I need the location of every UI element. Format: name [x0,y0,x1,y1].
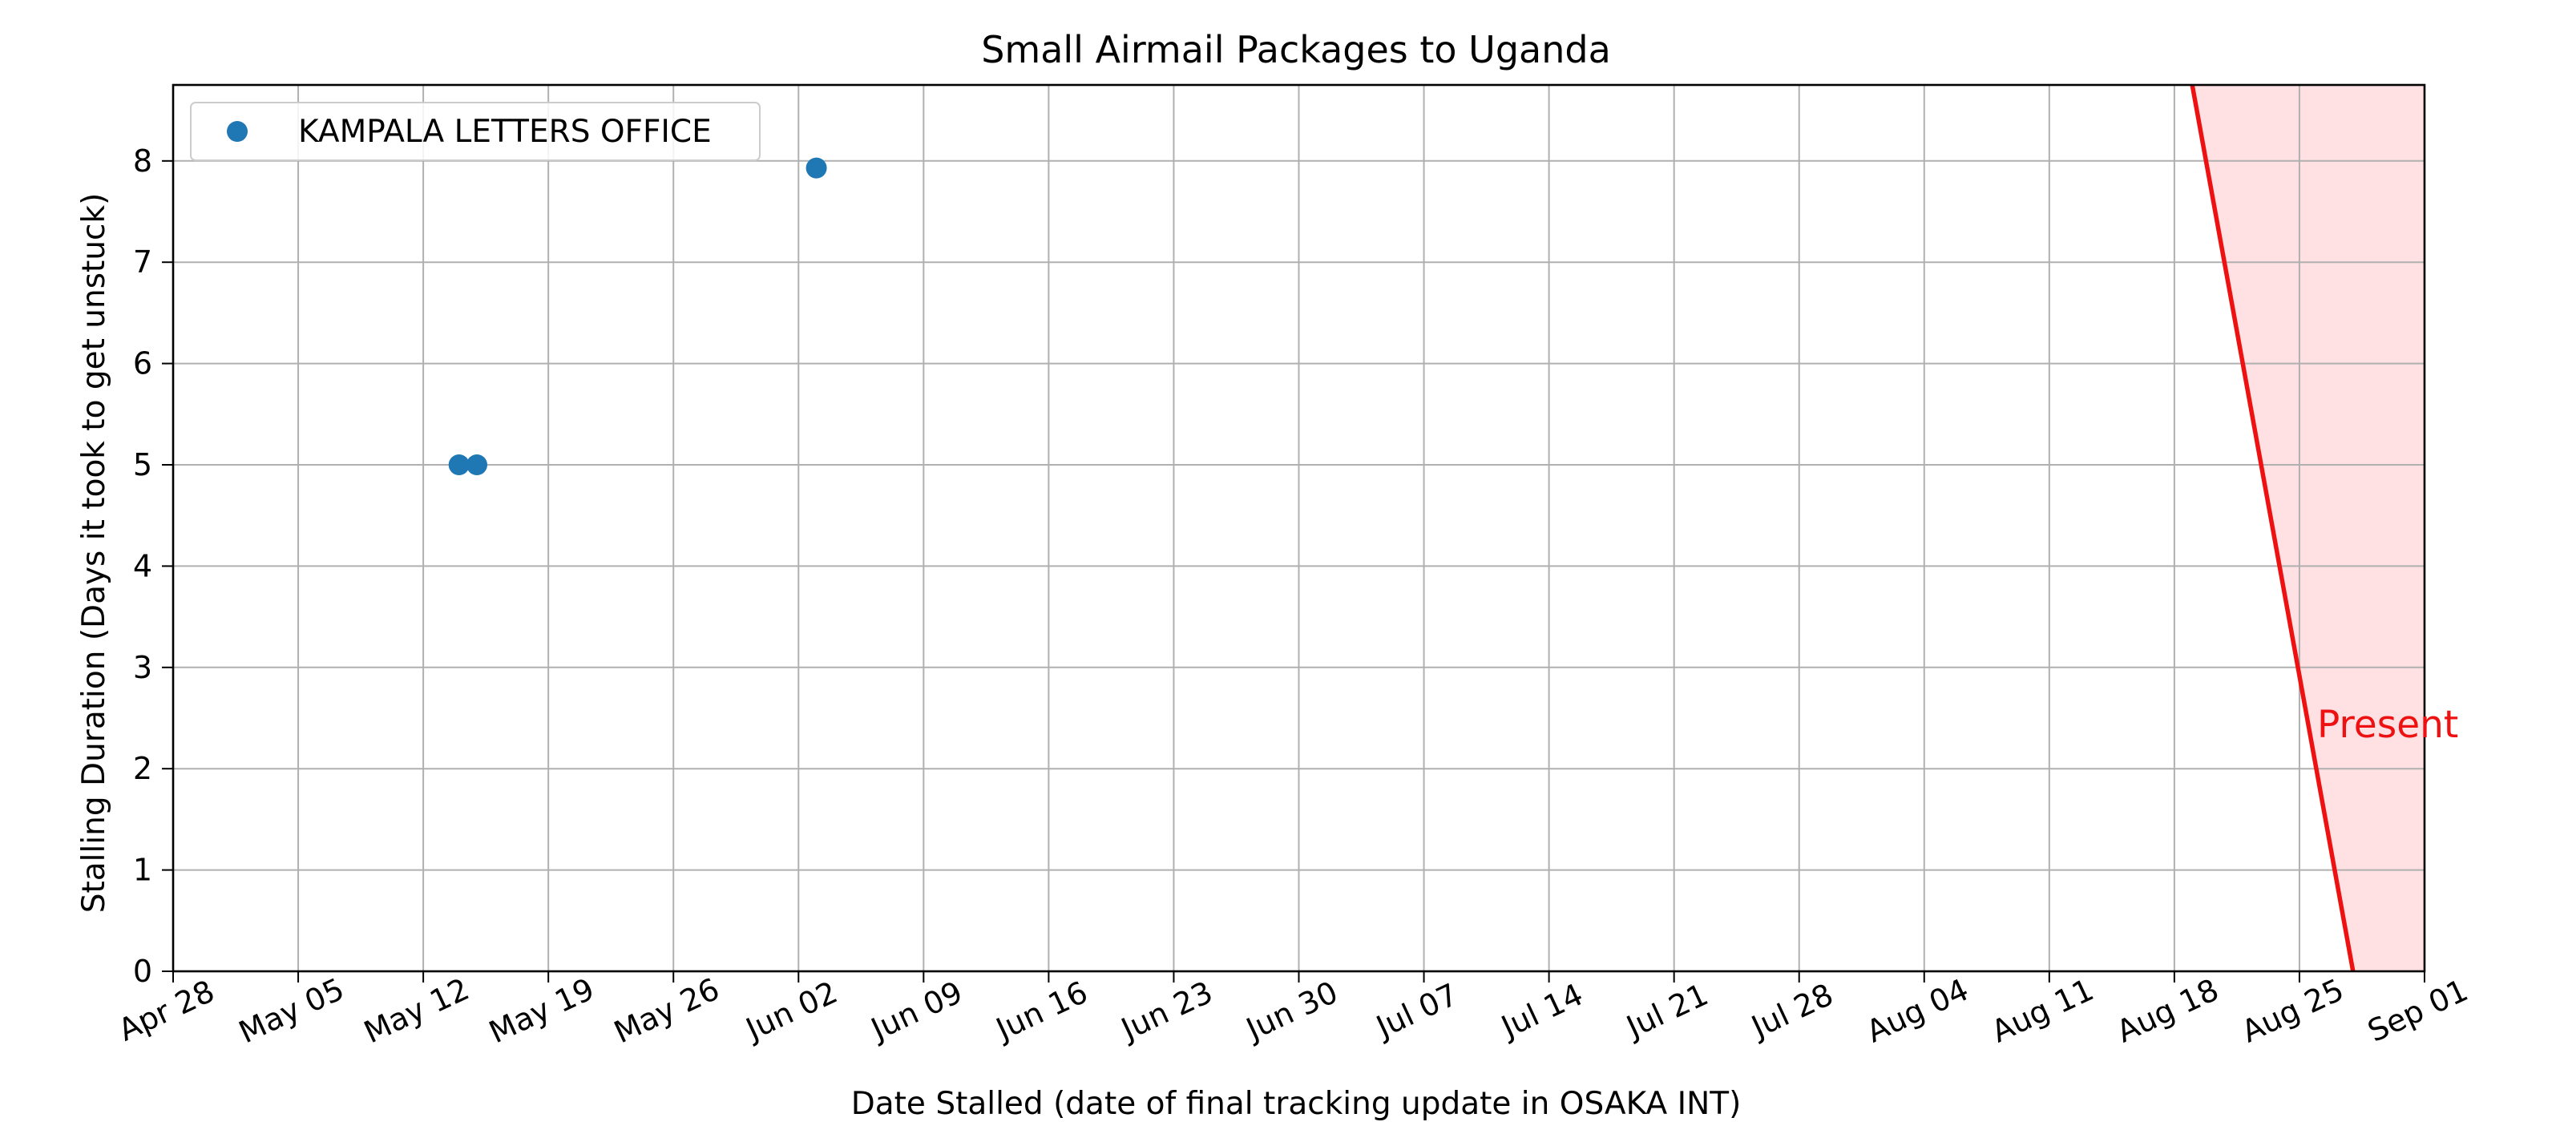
present-shade-layer [2192,85,2425,971]
present-label: Present [2317,703,2458,747]
legend: KAMPALA LETTERS OFFICE [190,102,761,161]
data-point [806,157,827,179]
y-axis-label: Stalling Duration (Days it took to get u… [76,193,112,914]
y-axis: 0 1 2 3 4 5 6 7 8 [133,143,173,989]
data-point [466,454,487,475]
present-line [2190,84,2356,972]
chart-title: Small Airmail Packages to Uganda [981,28,1611,71]
y-tick-label: 4 [133,548,152,583]
y-tick-label: 6 [133,346,152,381]
y-tick-label: 0 [133,954,152,989]
y-tick-label: 2 [133,751,152,786]
present-line-layer [2190,84,2356,972]
legend-marker [227,121,248,142]
legend-entry-label: KAMPALA LETTERS OFFICE [298,114,712,150]
y-tick-label: 7 [133,244,152,280]
x-axis-label: Date Stalled (date of final tracking upd… [851,1086,1742,1122]
y-tick-label: 5 [133,447,152,482]
y-tick-label: 3 [133,650,152,685]
y-tick-label: 8 [133,143,152,179]
points-layer [448,157,827,475]
data-point [448,454,470,475]
y-tick-label: 1 [133,853,152,888]
legend-box [190,102,761,161]
present-shaded-region [2192,85,2425,971]
grid-layer [172,85,2425,972]
